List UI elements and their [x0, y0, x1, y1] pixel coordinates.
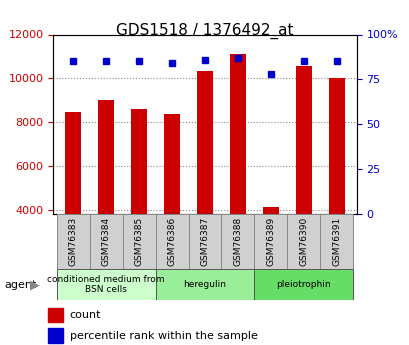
FancyBboxPatch shape	[56, 269, 155, 300]
Bar	[163, 114, 180, 214]
Text: GSM76384: GSM76384	[101, 217, 110, 266]
FancyBboxPatch shape	[155, 214, 188, 269]
Bar	[328, 78, 344, 214]
Text: GSM76386: GSM76386	[167, 217, 176, 266]
Bar	[65, 112, 81, 214]
FancyBboxPatch shape	[320, 214, 353, 269]
FancyBboxPatch shape	[89, 214, 122, 269]
Bar	[229, 54, 246, 214]
FancyBboxPatch shape	[221, 214, 254, 269]
Bar	[295, 66, 311, 214]
Bar	[48, 328, 63, 343]
Text: GSM76389: GSM76389	[266, 217, 275, 266]
Text: GSM76383: GSM76383	[68, 217, 77, 266]
Text: GSM76390: GSM76390	[299, 217, 308, 266]
FancyBboxPatch shape	[122, 214, 155, 269]
Bar	[262, 207, 279, 214]
Bar	[196, 71, 213, 214]
FancyBboxPatch shape	[287, 214, 320, 269]
Text: ▶: ▶	[30, 278, 40, 291]
FancyBboxPatch shape	[254, 269, 353, 300]
Text: count: count	[70, 310, 101, 320]
Text: GSM76388: GSM76388	[233, 217, 242, 266]
Text: GDS1518 / 1376492_at: GDS1518 / 1376492_at	[116, 22, 293, 39]
Text: GSM76387: GSM76387	[200, 217, 209, 266]
Bar	[48, 308, 63, 322]
Text: heregulin: heregulin	[183, 280, 226, 289]
Text: GSM76385: GSM76385	[134, 217, 143, 266]
FancyBboxPatch shape	[155, 269, 254, 300]
Text: agent: agent	[4, 280, 36, 289]
FancyBboxPatch shape	[254, 214, 287, 269]
Bar	[98, 100, 114, 214]
Text: conditioned medium from
BSN cells: conditioned medium from BSN cells	[47, 275, 164, 294]
Text: GSM76391: GSM76391	[332, 217, 341, 266]
FancyBboxPatch shape	[188, 214, 221, 269]
Text: pleiotrophin: pleiotrophin	[276, 280, 330, 289]
FancyBboxPatch shape	[56, 214, 89, 269]
Text: percentile rank within the sample: percentile rank within the sample	[70, 331, 257, 341]
Bar	[130, 109, 147, 214]
